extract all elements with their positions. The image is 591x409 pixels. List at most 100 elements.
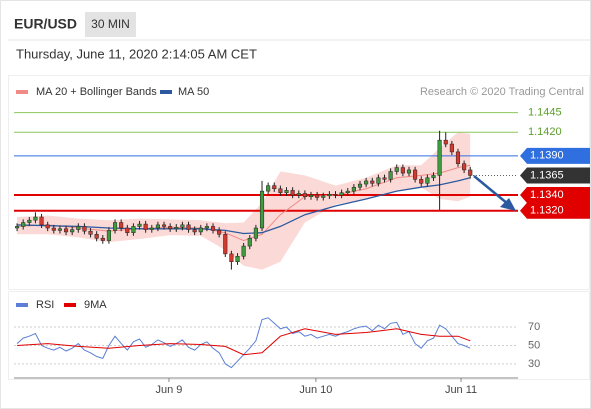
level-label: 1.1365 xyxy=(530,169,564,181)
candle-body xyxy=(247,237,252,247)
candle-body xyxy=(155,224,160,229)
x-tick-label: Jun 11 xyxy=(445,384,477,396)
candle-body xyxy=(70,229,75,233)
candle-body xyxy=(45,224,50,229)
legend: MA 20 + Bollinger Bands MA 50 Research ©… xyxy=(16,86,584,98)
candle-body xyxy=(308,194,314,197)
candle-body xyxy=(241,245,246,257)
candle-body xyxy=(345,190,350,193)
candle-body xyxy=(94,234,99,239)
candle-body xyxy=(388,171,393,180)
candle-body xyxy=(27,219,32,223)
candle-body xyxy=(462,163,467,171)
interval-box xyxy=(85,12,136,37)
candle-body xyxy=(302,193,307,197)
candle-body xyxy=(168,226,173,230)
rsi-panel xyxy=(8,291,590,380)
legend-label: MA 50 xyxy=(178,86,209,98)
candle-body xyxy=(217,230,222,235)
plot: 1.1445 1.1420 1.1390 1.1365 1.1340 1.1320 30 50… xyxy=(14,107,590,396)
y-tick-label: 30 xyxy=(528,358,540,370)
candle-body xyxy=(137,223,142,227)
candle-body xyxy=(296,193,301,196)
candle-body xyxy=(357,183,363,188)
candle-body xyxy=(455,151,461,164)
candle-body xyxy=(266,185,271,192)
candle-body xyxy=(394,167,399,172)
level-label: 1.1320 xyxy=(530,205,564,217)
candle-body xyxy=(21,222,26,227)
x-tick-label: Jun 9 xyxy=(155,384,182,396)
candle-body xyxy=(321,195,326,198)
candle-body xyxy=(327,194,332,197)
candle-body xyxy=(376,177,381,184)
legend-label: RSI xyxy=(36,299,54,311)
candle-body xyxy=(253,227,258,239)
candle-body xyxy=(198,227,203,233)
candle-body xyxy=(88,230,93,235)
symbol: EUR/USD xyxy=(14,16,77,32)
candle-body xyxy=(119,222,124,229)
series-line xyxy=(17,328,471,356)
level-tag xyxy=(520,187,590,204)
datetime: Thursday, June 11, 2020 2:14:05 AM CET xyxy=(16,46,257,61)
legend-swatch xyxy=(160,90,172,94)
legend-swatch xyxy=(64,303,76,307)
candle-body xyxy=(400,167,405,174)
interval: 30 MIN xyxy=(91,17,130,31)
candle-body xyxy=(351,186,356,192)
candle-body xyxy=(278,188,283,193)
candle-body xyxy=(419,179,424,184)
candle-body xyxy=(210,226,216,231)
level-tag xyxy=(520,167,590,184)
candle-body xyxy=(290,190,295,196)
level-tag xyxy=(520,202,590,219)
candle-body xyxy=(149,227,154,230)
y-tick-label: 70 xyxy=(528,321,540,333)
candle-body xyxy=(468,169,473,176)
candle-body xyxy=(180,224,185,228)
candle-body xyxy=(131,226,136,233)
level-label: 1.1445 xyxy=(528,107,562,119)
candle-body xyxy=(100,237,105,241)
level-label: 1.1340 xyxy=(530,189,564,201)
candle-body xyxy=(235,256,240,263)
candle-body xyxy=(425,177,430,184)
candle-body xyxy=(259,190,265,229)
candle-body xyxy=(339,192,344,196)
candle-body xyxy=(125,227,130,233)
candle-body xyxy=(204,226,209,229)
arrow-head xyxy=(500,198,516,211)
x-tick-label: Jun 10 xyxy=(299,384,332,396)
candle-body xyxy=(15,226,20,229)
candle-body xyxy=(223,234,228,255)
level-tag xyxy=(520,147,590,164)
candle-body xyxy=(272,185,277,190)
candle-body xyxy=(33,216,38,221)
candle-body xyxy=(112,222,118,231)
candle-body xyxy=(64,228,69,233)
candle-body xyxy=(76,226,81,230)
candle-body xyxy=(143,223,148,230)
legend: RSI 9MA xyxy=(16,299,107,311)
candle-body xyxy=(106,230,111,241)
candle-body xyxy=(284,190,289,193)
candle-body xyxy=(51,227,56,231)
candle-body xyxy=(406,169,412,174)
candle-body xyxy=(229,253,234,263)
candle-body xyxy=(370,180,375,184)
legend-swatch xyxy=(16,303,28,307)
arrow-shaft xyxy=(473,175,509,205)
legend-swatch xyxy=(16,90,28,94)
level-label: 1.1390 xyxy=(530,150,564,162)
candle-body xyxy=(315,194,320,198)
candle-body xyxy=(413,169,418,180)
legend-label: 9MA xyxy=(84,299,107,311)
candle-body xyxy=(364,180,369,185)
candle-body xyxy=(382,177,387,180)
candle-body xyxy=(431,175,436,179)
candle-body xyxy=(192,229,197,233)
candle-body xyxy=(186,224,191,230)
